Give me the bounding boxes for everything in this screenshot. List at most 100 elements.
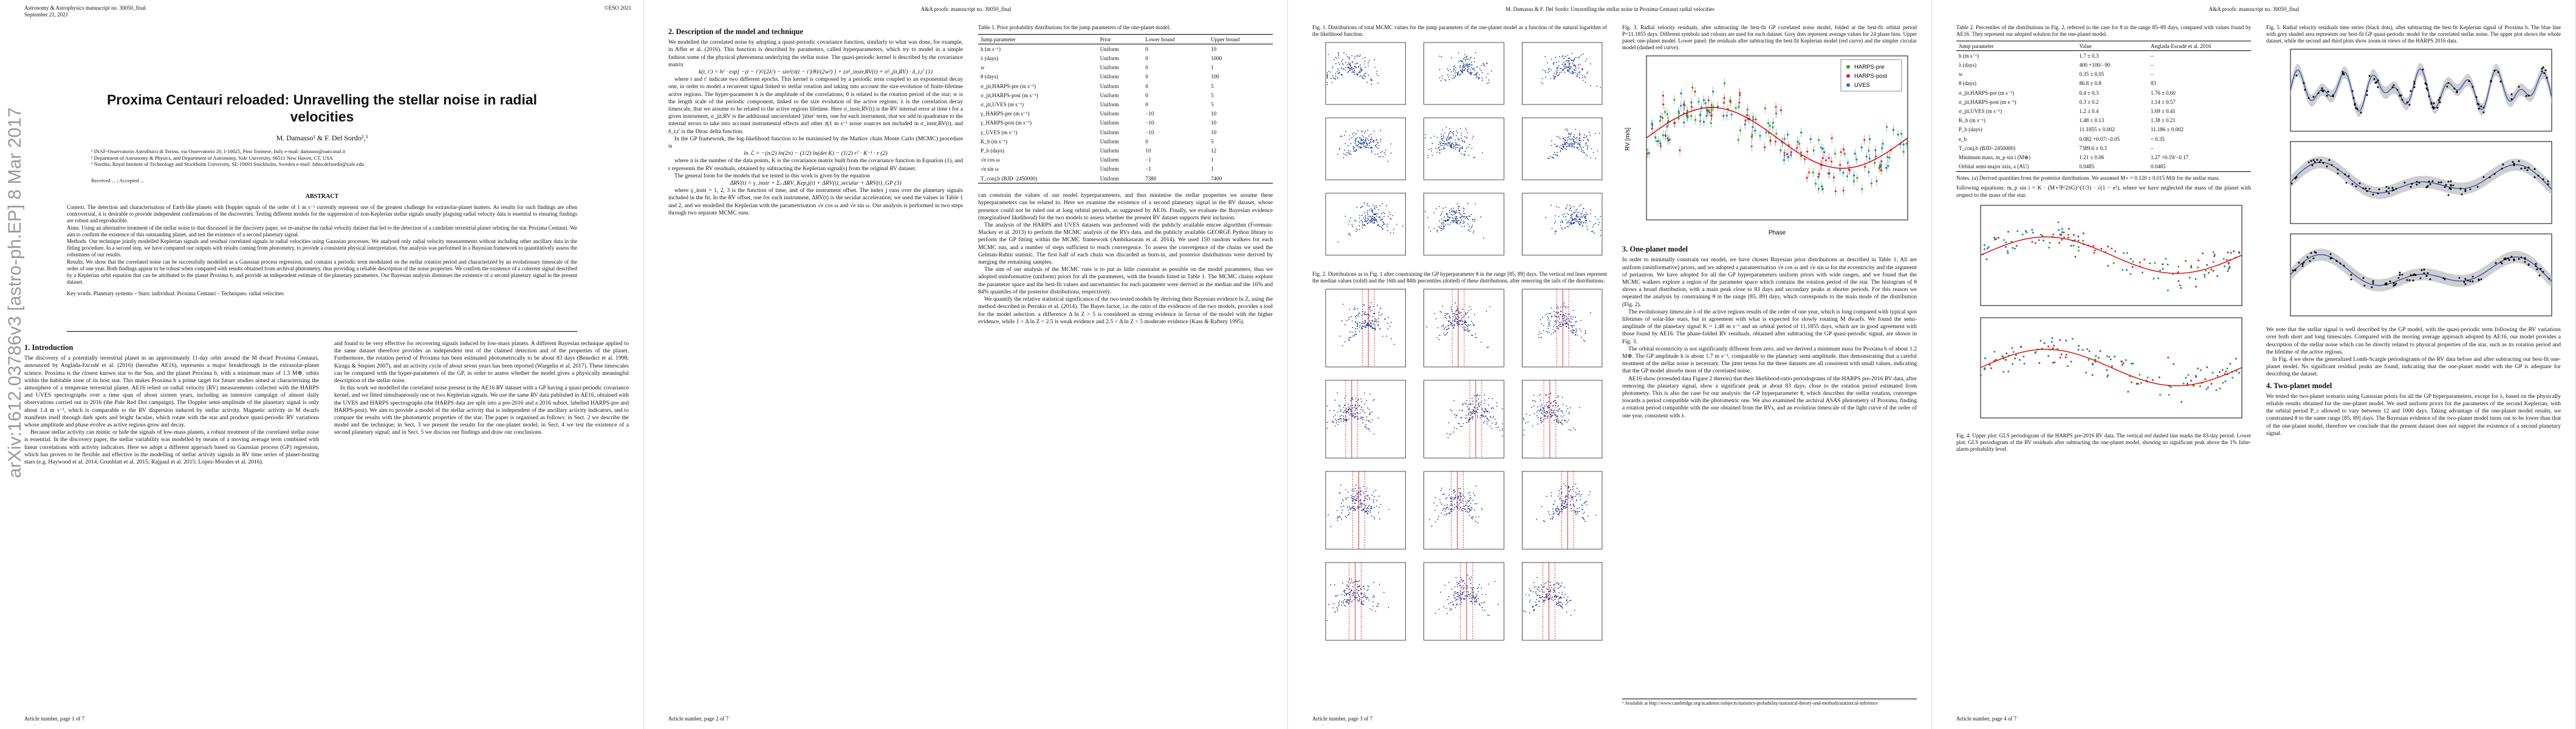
sample-point xyxy=(1354,508,1355,509)
table-row: σ_jit,HARPS-pre (m s⁻¹) 0.4 ± 0.3 1.76 ± 0… xyxy=(1956,88,2251,97)
sample-point xyxy=(1566,146,1568,147)
sample-point xyxy=(1349,583,1351,584)
sample-point xyxy=(1335,595,1337,597)
rv-point xyxy=(2372,193,2374,196)
rv-point xyxy=(2212,270,2215,272)
sample-point xyxy=(1578,132,1580,134)
sample-point xyxy=(1577,513,1578,514)
sample-point xyxy=(1337,518,1338,519)
sample-point xyxy=(1348,491,1349,493)
paper-title: Proxima Centauri reloaded: Unravelling t… xyxy=(106,92,538,125)
sample-point xyxy=(1560,511,1561,513)
sample-point xyxy=(1343,411,1345,413)
sample-point xyxy=(1444,132,1445,134)
table-cell: 5 xyxy=(1211,83,1214,89)
rv-point xyxy=(2077,349,2080,351)
sample-point xyxy=(1428,227,1430,228)
sample-point xyxy=(1481,70,1482,72)
sample-point xyxy=(1560,326,1562,327)
sample-point xyxy=(1557,411,1559,412)
sample-point xyxy=(1456,318,1458,320)
sample-point xyxy=(1442,306,1444,307)
rv-point xyxy=(2067,234,2069,236)
sample-point xyxy=(1461,312,1462,313)
sample-point xyxy=(1460,507,1461,508)
sample-point xyxy=(1348,581,1349,583)
sample-point xyxy=(1556,72,1557,74)
sample-point xyxy=(1544,600,1546,601)
sample-point xyxy=(1448,327,1450,329)
figure-4 xyxy=(1979,205,2242,419)
sample-point xyxy=(1358,55,1360,57)
rv-point xyxy=(1775,106,1777,108)
sample-point xyxy=(1469,64,1471,66)
rv-point xyxy=(1868,149,1870,152)
sample-point xyxy=(1375,490,1377,491)
sample-point xyxy=(1557,145,1558,147)
sample-point xyxy=(1533,400,1535,402)
sample-point xyxy=(1561,603,1563,605)
sample-point xyxy=(1557,405,1559,407)
sample-point xyxy=(1455,415,1457,417)
sample-point xyxy=(1558,583,1560,584)
sample-point xyxy=(1456,586,1458,587)
sample-point xyxy=(1550,495,1552,497)
sample-point xyxy=(1597,218,1599,220)
sample-point xyxy=(1571,142,1572,144)
rv-point xyxy=(2219,388,2221,390)
sample-point xyxy=(1576,75,1578,77)
sample-point xyxy=(1495,427,1497,428)
footnote: ¹ Available at http://www.cambridge.org/… xyxy=(1622,699,1917,706)
sample-point xyxy=(1456,135,1457,137)
table-cell: σ_jit,UVES (m s⁻¹) xyxy=(1959,108,2002,114)
sample-point xyxy=(1335,420,1337,422)
table-cell: 0.0485 xyxy=(2079,163,2095,170)
sample-point xyxy=(1464,402,1466,404)
sample-point xyxy=(1479,604,1481,606)
sample-point xyxy=(1362,411,1364,412)
sample-point xyxy=(1393,344,1395,345)
sample-point xyxy=(1542,413,1543,415)
table-cell: 1.21 ± 0.06 xyxy=(2079,154,2105,160)
sample-point xyxy=(1574,220,1576,222)
page-4: A&A proofs: manuscript no. 30050_final T… xyxy=(1932,0,2576,729)
sample-point xyxy=(1477,77,1479,78)
sample-point xyxy=(1370,508,1371,510)
rv-point xyxy=(1668,139,1671,141)
sample-point xyxy=(1454,414,1456,416)
sample-point xyxy=(1334,584,1335,586)
rv-point xyxy=(1680,92,1682,95)
sample-point xyxy=(1575,514,1577,515)
equation: ΔRV(t) = γ_instr + Σⱼ ΔRV_Kep,j(t) + ΔRV… xyxy=(730,180,902,187)
sample-point xyxy=(1447,437,1449,439)
sample-point xyxy=(1371,515,1372,517)
sample-point xyxy=(1368,139,1369,141)
sample-point xyxy=(1377,417,1379,419)
rv-point xyxy=(1817,176,1820,178)
rv-point xyxy=(2355,185,2357,188)
rv-point xyxy=(2396,89,2399,91)
rv-point xyxy=(1659,145,1662,148)
paragraph: The analysis of the HARPS and UVES datas… xyxy=(978,222,1273,266)
rv-point xyxy=(2179,284,2181,287)
sample-point xyxy=(1470,321,1472,322)
sample-point xyxy=(1464,136,1466,138)
sample-point xyxy=(1492,398,1493,400)
sample-point xyxy=(1349,151,1351,152)
sample-point xyxy=(1358,315,1360,317)
rv-point xyxy=(2411,183,2413,185)
rv-point xyxy=(2425,275,2428,277)
sample-point xyxy=(1578,143,1580,145)
sample-point xyxy=(1488,79,1490,81)
rv-point xyxy=(1846,175,1848,177)
sample-point xyxy=(1373,214,1374,216)
sample-point xyxy=(1470,227,1472,229)
sample-point xyxy=(1548,69,1549,70)
sample-point xyxy=(1554,415,1556,417)
panel-frame xyxy=(1521,193,1603,256)
sample-point xyxy=(1469,498,1470,499)
sample-point xyxy=(1348,145,1349,147)
rv-point xyxy=(2444,278,2446,281)
rv-point xyxy=(1656,140,1658,143)
sample-point xyxy=(1368,586,1369,587)
